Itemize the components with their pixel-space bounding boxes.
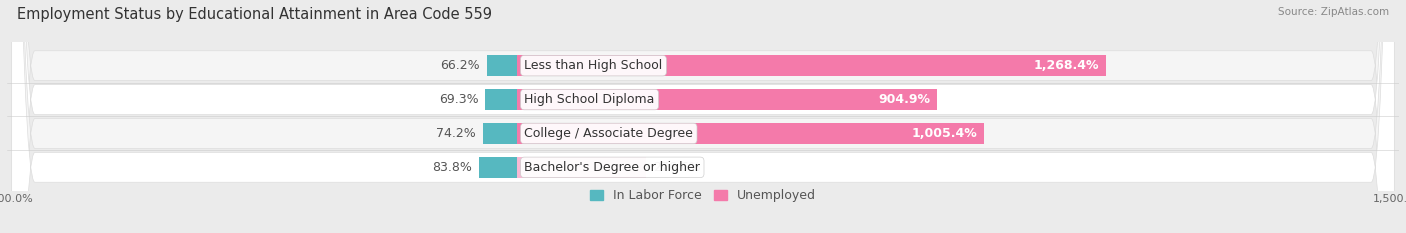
- Text: Source: ZipAtlas.com: Source: ZipAtlas.com: [1278, 7, 1389, 17]
- FancyBboxPatch shape: [11, 0, 1395, 233]
- Text: Less than High School: Less than High School: [524, 59, 662, 72]
- Bar: [484, 123, 517, 144]
- Bar: [517, 123, 984, 144]
- Text: 276.6%: 276.6%: [652, 161, 700, 174]
- FancyBboxPatch shape: [11, 0, 1395, 233]
- Bar: [485, 89, 517, 110]
- Legend: In Labor Force, Unemployed: In Labor Force, Unemployed: [585, 184, 821, 207]
- Text: 904.9%: 904.9%: [879, 93, 931, 106]
- FancyBboxPatch shape: [11, 0, 1395, 233]
- Bar: [517, 157, 645, 178]
- Text: 66.2%: 66.2%: [440, 59, 479, 72]
- Bar: [478, 157, 517, 178]
- Text: 74.2%: 74.2%: [436, 127, 477, 140]
- Text: 83.8%: 83.8%: [432, 161, 471, 174]
- Bar: [517, 89, 938, 110]
- Text: 1,268.4%: 1,268.4%: [1033, 59, 1099, 72]
- Text: High School Diploma: High School Diploma: [524, 93, 655, 106]
- Text: Employment Status by Educational Attainment in Area Code 559: Employment Status by Educational Attainm…: [17, 7, 492, 22]
- Text: 69.3%: 69.3%: [439, 93, 478, 106]
- Text: 1,005.4%: 1,005.4%: [911, 127, 977, 140]
- Bar: [486, 55, 517, 76]
- Text: Bachelor's Degree or higher: Bachelor's Degree or higher: [524, 161, 700, 174]
- Bar: [517, 55, 1107, 76]
- Text: College / Associate Degree: College / Associate Degree: [524, 127, 693, 140]
- FancyBboxPatch shape: [11, 0, 1395, 233]
